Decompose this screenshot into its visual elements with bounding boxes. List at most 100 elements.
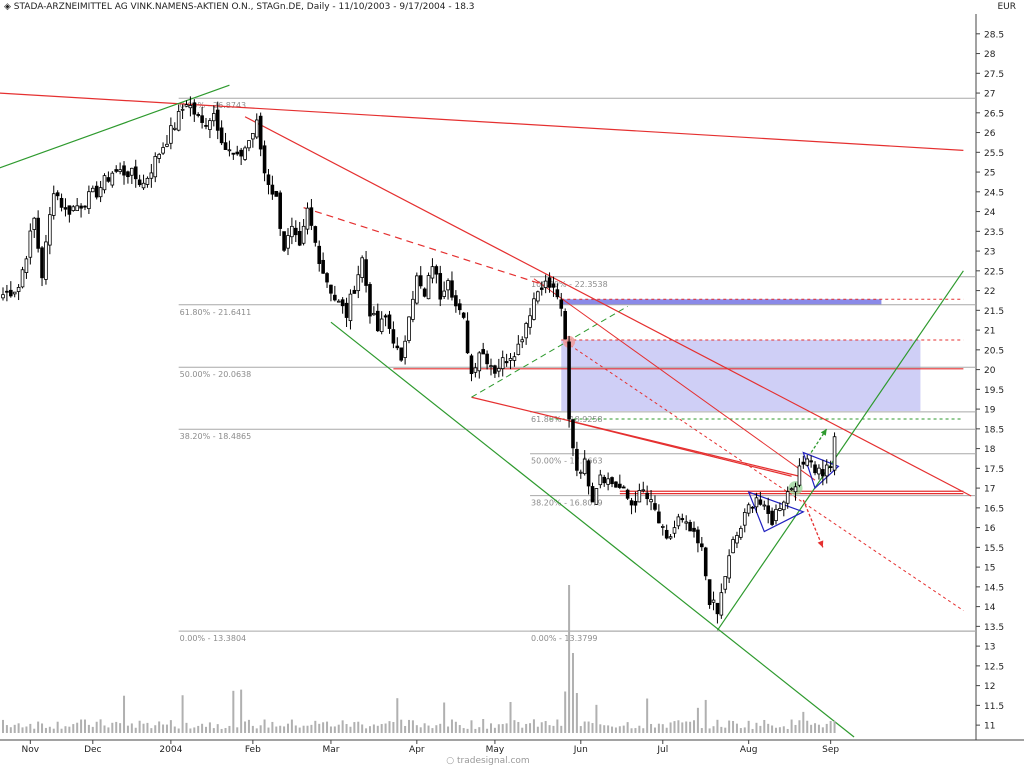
candle-body (657, 511, 661, 524)
candle-body (805, 458, 810, 466)
volume-bar (759, 725, 762, 733)
candle-body (364, 259, 368, 286)
candle-body (251, 133, 255, 140)
volume-bar (306, 725, 309, 733)
volume-bar (251, 725, 254, 733)
candle-body (110, 172, 115, 186)
volume-bar (267, 727, 270, 733)
volume-bar (286, 723, 289, 733)
candle-body (278, 192, 282, 229)
trend-line (533, 278, 816, 481)
candle-body (87, 191, 91, 209)
candle-body (422, 288, 427, 297)
volume-bar (41, 723, 44, 733)
volume-bar (111, 722, 114, 733)
candle-body (739, 527, 743, 538)
candle-body (680, 518, 685, 521)
volume-bar (700, 728, 703, 733)
candle-body (184, 104, 189, 107)
candle-body (660, 526, 665, 528)
volume-bar (345, 724, 348, 733)
candle-body (48, 214, 52, 246)
candle-body (63, 207, 68, 210)
y-tick-label: 19.5 (984, 386, 1004, 396)
candle-body (438, 273, 443, 300)
volume-bar (64, 726, 67, 733)
candle-body (832, 436, 837, 471)
candle-body (161, 147, 165, 154)
volume-bar (353, 722, 356, 733)
volume-bar (732, 720, 735, 733)
volume-bar (259, 725, 262, 733)
fib-level-label: 50.00% - 20.0638 (180, 370, 252, 379)
candle-body (391, 329, 396, 344)
volume-bar (626, 722, 629, 733)
y-tick-label: 13.5 (984, 623, 1004, 633)
candle-body (98, 187, 103, 198)
y-tick-label: 21 (984, 327, 995, 337)
volume-bar (450, 719, 453, 733)
trend-line (0, 92, 964, 151)
candle-body (102, 175, 107, 191)
candle-body (473, 367, 478, 373)
volume-bar (458, 725, 461, 733)
volume-bar (314, 720, 317, 733)
candle-body (274, 190, 279, 197)
candle-body (83, 205, 87, 208)
candle-body (442, 290, 446, 297)
candle-body (762, 504, 767, 507)
y-tick-label: 23 (984, 248, 995, 258)
volume-bar (189, 728, 192, 733)
volume-bar (431, 728, 434, 733)
volume-bar (790, 719, 793, 733)
volume-bar (185, 722, 188, 733)
volume-bar (462, 728, 465, 733)
trend-line (303, 207, 550, 288)
candle-body (750, 506, 755, 509)
fib-level-label: 100.00% - 22.3538 (531, 280, 608, 289)
volume-bar (505, 723, 508, 733)
volume-bar (642, 728, 645, 733)
volume-bar (240, 689, 243, 733)
fib-level-label: 0.00% - 13.3799 (531, 634, 597, 643)
volume-bar (525, 723, 528, 733)
volume-bar (708, 728, 711, 733)
candle-body (450, 280, 454, 298)
volume-bar (361, 724, 364, 733)
up-arrow-head (820, 428, 827, 436)
volume-bar (618, 726, 621, 733)
y-tick-label: 11 (984, 722, 995, 732)
x-tick-label: Aug (740, 745, 758, 755)
candle-body (590, 486, 595, 503)
candle-body (75, 205, 79, 212)
candle-body (532, 298, 536, 320)
volume-bar (384, 723, 387, 733)
candle-body (165, 143, 169, 147)
volume-bar (591, 723, 594, 733)
volume-bar (201, 723, 204, 733)
candle-body (329, 284, 333, 294)
volume-bar (622, 725, 625, 733)
candle-body (735, 535, 739, 544)
volume-bar (415, 725, 418, 733)
candle-body (137, 179, 142, 186)
candle-body (489, 365, 493, 368)
volume-bar (548, 725, 551, 733)
candle-body (340, 299, 345, 307)
candle-body (828, 466, 833, 469)
volume-bar (482, 719, 485, 733)
down-arrow (802, 499, 824, 548)
volume-bar (466, 728, 469, 733)
volume-bar (333, 726, 336, 733)
trend-line (0, 84, 230, 169)
fib-level-label: 50.00% - 17.8663 (531, 457, 603, 466)
volume-bar (72, 724, 75, 733)
x-tick-label: 2004 (159, 745, 182, 755)
volume-bar (435, 725, 438, 733)
trend-line (330, 321, 855, 738)
volume-bar (716, 719, 719, 733)
volume-bar (162, 724, 165, 733)
volume-bar (443, 702, 446, 733)
candle-body (563, 311, 567, 340)
